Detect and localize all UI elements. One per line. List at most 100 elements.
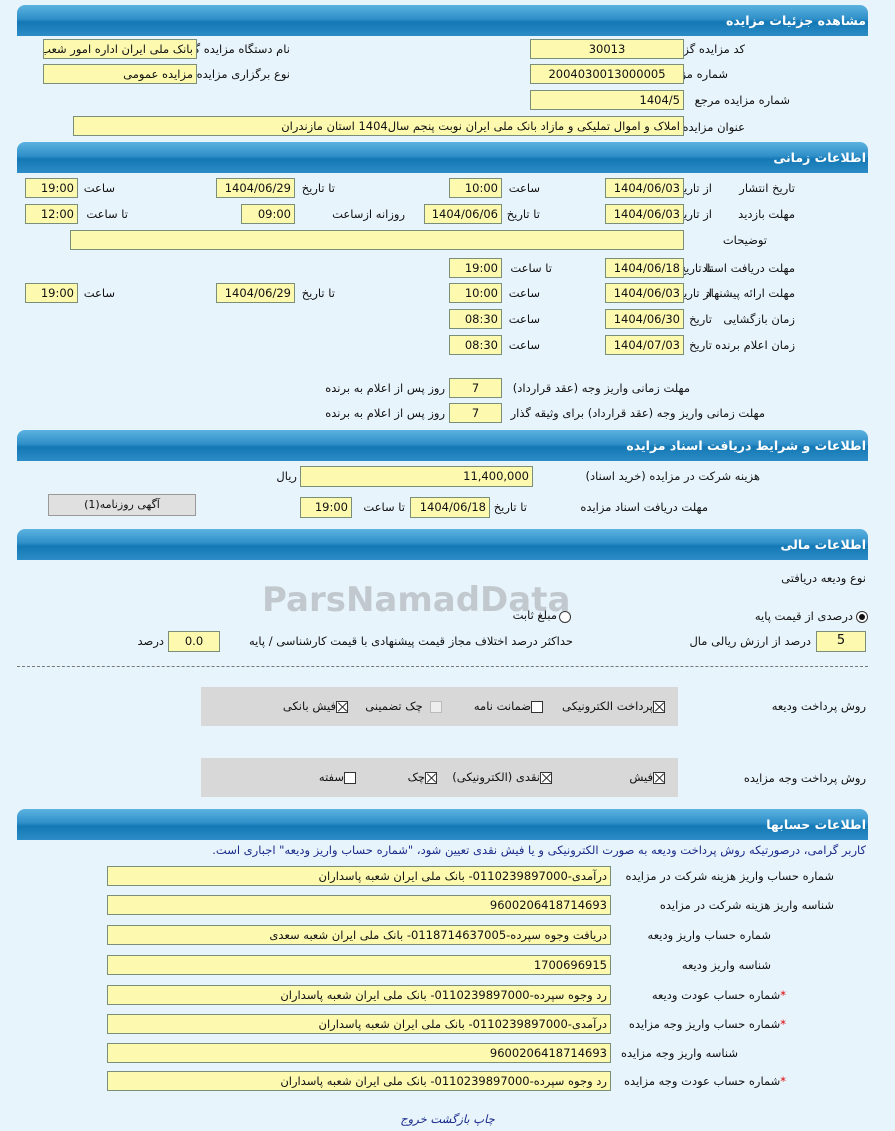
to-date-label: تا تاریخ: [678, 261, 712, 275]
max-diff-unit: درصد: [137, 634, 164, 648]
required-marker: *: [780, 1017, 786, 1031]
winner-label: زمان اعلام برنده: [715, 338, 795, 352]
checkbox[interactable]: [540, 771, 552, 784]
org-name-field[interactable]: بانک ملی ایران اداره امور شعب: [43, 39, 197, 59]
ref-no-field[interactable]: 1404/5: [530, 90, 684, 110]
offer-from-date[interactable]: 1404/06/03: [605, 283, 684, 303]
percent-unit-label: درصد از ارزش ریالی مال: [689, 634, 811, 648]
account-field[interactable]: دریافت وجوه سپرده-0118714637005- بانک مل…: [107, 925, 611, 945]
daily-from-label: روزانه ازساعت: [332, 207, 405, 221]
payment-method-promissory[interactable]: سفته: [319, 770, 356, 784]
deposit-method-label: روش پرداخت ودیعه: [771, 699, 866, 713]
account-field[interactable]: درآمدی-0110239897000- بانک ملی ایران شعب…: [107, 1014, 611, 1034]
deposit-method-guarantee[interactable]: ضمانت نامه: [474, 699, 543, 713]
days-after-label: روز پس از اعلام به برنده: [325, 381, 445, 395]
winner-time[interactable]: 08:30: [449, 335, 502, 355]
checkbox[interactable]: [425, 771, 437, 784]
payment-method-cash[interactable]: نقدی (الکترونیکی): [452, 770, 552, 784]
ref-no-label: شماره مزایده مرجع: [694, 93, 790, 107]
account-label: شناسه واریز وجه مزایده: [615, 1043, 866, 1063]
org-code-field[interactable]: 30013: [530, 39, 684, 59]
time-label: ساعت: [508, 286, 540, 300]
visit-to-date[interactable]: 1404/06/06: [424, 204, 502, 224]
account-label: شماره حساب واریز ودیعه: [615, 925, 866, 945]
percent-option-label: درصدی از قیمت پایه: [754, 609, 853, 623]
account-label-text: شماره حساب واریز ودیعه: [647, 928, 771, 942]
offer-to-date[interactable]: 1404/06/29: [216, 283, 295, 303]
to-date-label: تا تاریخ: [506, 207, 540, 221]
doc-deadline-label: مهلت دریافت اسناد مزایده: [580, 500, 708, 514]
newspaper-ad-button[interactable]: آگهی روزنامه(1): [48, 494, 196, 516]
fixed-amount-radio[interactable]: [559, 611, 571, 623]
doc-receive-to-date[interactable]: 1404/06/18: [605, 258, 684, 278]
back-link[interactable]: بازگشت: [430, 1112, 470, 1126]
divider: [17, 666, 868, 667]
from-date-label: از تاریخ: [676, 181, 712, 195]
account-label-text: شماره حساب واریز هزینه شرکت در مزایده: [625, 869, 834, 883]
publish-label: تاریخ انتشار: [739, 181, 795, 195]
visit-to-time[interactable]: 12:00: [25, 204, 78, 224]
contract-pay-days[interactable]: 7: [449, 378, 502, 398]
payment-method-slip[interactable]: فیش: [629, 770, 665, 784]
visit-label: مهلت بازدید: [738, 207, 795, 221]
option-label: ضمانت نامه: [473, 699, 531, 713]
offer-to-time[interactable]: 19:00: [25, 283, 78, 303]
opening-time[interactable]: 08:30: [449, 309, 502, 329]
checkbox[interactable]: [653, 700, 665, 713]
required-marker: *: [780, 1074, 786, 1088]
max-diff-label: حداکثر درصد اختلاف مجاز قیمت پیشنهادی با…: [248, 634, 573, 648]
payment-method-check[interactable]: چک: [408, 770, 437, 784]
checkbox[interactable]: [336, 700, 348, 713]
account-field[interactable]: درآمدی-0110239897000- بانک ملی ایران شعب…: [107, 866, 611, 886]
account-field[interactable]: رد وجوه سپرده-0110239897000- بانک ملی ای…: [107, 1071, 611, 1091]
option-label: پرداخت الکترونیکی: [562, 699, 653, 713]
winner-date[interactable]: 1404/07/03: [605, 335, 684, 355]
option-label: نقدی (الکترونیکی): [452, 770, 540, 784]
opening-date[interactable]: 1404/06/30: [605, 309, 684, 329]
offer-from-time[interactable]: 10:00: [449, 283, 502, 303]
max-diff-field[interactable]: 0.0: [168, 631, 220, 652]
print-link[interactable]: چاپ: [473, 1112, 495, 1126]
option-label: چک: [407, 770, 425, 784]
publish-to-date[interactable]: 1404/06/29: [216, 178, 295, 198]
section-header-timing: اطلاعات زمانی: [17, 142, 868, 173]
checkbox[interactable]: [531, 700, 543, 713]
account-label-text: شناسه واریز هزینه شرکت در مزایده: [659, 898, 834, 912]
option-label: فیش بانکی: [282, 699, 336, 713]
doc-deadline-time[interactable]: 19:00: [300, 497, 352, 518]
publish-from-date[interactable]: 1404/06/03: [605, 178, 684, 198]
description-field[interactable]: [70, 230, 684, 250]
checkbox[interactable]: [653, 771, 665, 784]
title-field[interactable]: املاک و اموال تملیکی و مازاد بانک ملی ای…: [73, 116, 684, 136]
doc-receive-label: مهلت دریافت اسناد: [702, 261, 795, 275]
doc-receive-to-time[interactable]: 19:00: [449, 258, 502, 278]
publish-to-time[interactable]: 19:00: [25, 178, 78, 198]
account-field[interactable]: 1700696915: [107, 955, 611, 975]
time-label: ساعت: [508, 312, 540, 326]
deposit-method-electronic[interactable]: پرداخت الکترونیکی: [562, 699, 665, 713]
fee-field[interactable]: 11,400,000: [300, 466, 533, 487]
account-field[interactable]: 9600206418714693: [107, 1043, 611, 1063]
visit-from-date[interactable]: 1404/06/03: [605, 204, 684, 224]
auction-no-field[interactable]: 2004030013000005: [530, 64, 684, 84]
description-label: توضیحات: [722, 233, 767, 247]
percent-radio[interactable]: [856, 611, 868, 623]
payment-methods-box: فیش نقدی (الکترونیکی) چک سفته: [201, 758, 678, 797]
percent-field[interactable]: 5: [816, 631, 866, 652]
account-field[interactable]: 9600206418714693: [107, 895, 611, 915]
section-header-financial: اطلاعات مالی: [17, 529, 868, 560]
option-label: چک تضمینی: [365, 699, 423, 713]
doc-deadline-date[interactable]: 1404/06/18: [410, 497, 490, 518]
checkbox[interactable]: [344, 771, 356, 784]
offer-label: مهلت ارائه پیشنهاد: [705, 286, 795, 300]
deposit-method-bank-slip[interactable]: فیش بانکی: [283, 699, 348, 713]
exit-link[interactable]: خروج: [400, 1112, 427, 1126]
visit-daily-from[interactable]: 09:00: [241, 204, 295, 224]
checkbox: [430, 700, 442, 713]
collateral-pay-days[interactable]: 7: [449, 403, 502, 423]
type-field[interactable]: مزایده عمومی: [43, 64, 197, 84]
publish-from-time[interactable]: 10:00: [449, 178, 502, 198]
contract-pay-label: مهلت زمانی واریز وجه (عقد قرارداد): [512, 381, 690, 395]
account-field[interactable]: رد وجوه سپرده-0110239897000- بانک ملی ای…: [107, 985, 611, 1005]
section-header-accounts: اطلاعات حسابها: [17, 809, 868, 840]
